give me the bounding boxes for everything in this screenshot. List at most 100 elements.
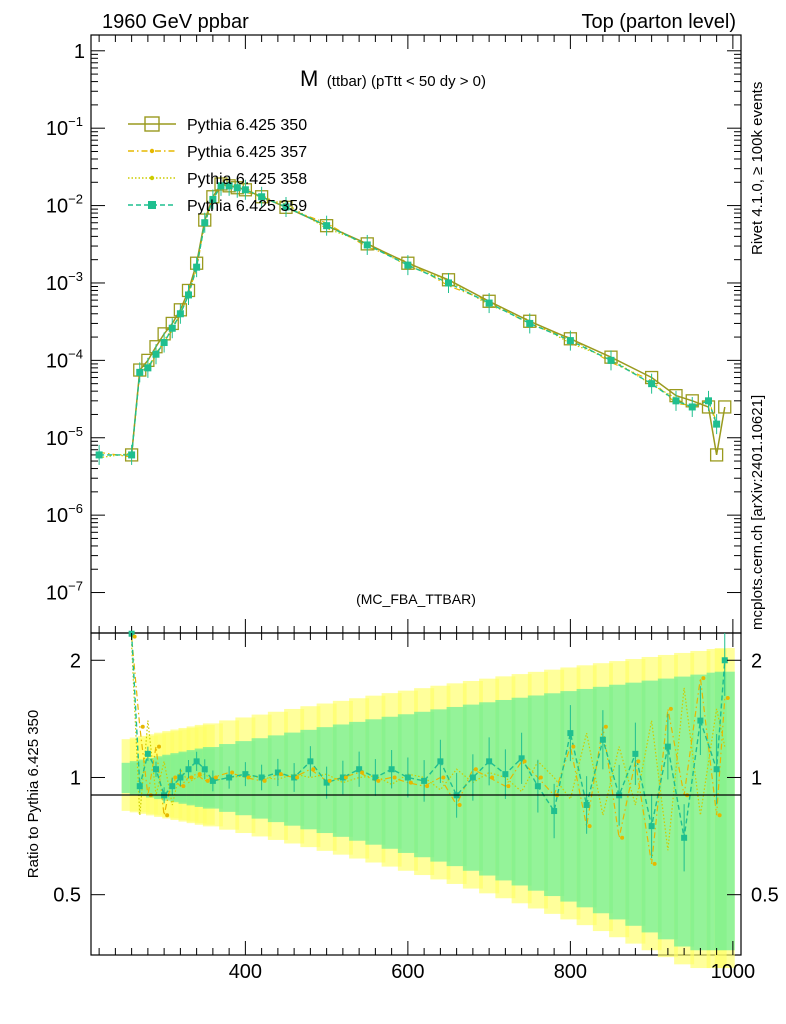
series-359-marker bbox=[136, 368, 144, 376]
ratio-357-marker bbox=[278, 772, 283, 777]
ratio-359-marker bbox=[209, 777, 216, 784]
series-359-marker bbox=[217, 182, 225, 190]
ratio-359-marker bbox=[339, 774, 346, 781]
y-tick-base: 10 bbox=[46, 118, 68, 140]
ratio-y-tick-label-right: 1 bbox=[751, 767, 762, 789]
ratio-359-marker bbox=[681, 834, 688, 841]
ratio-357-marker bbox=[189, 775, 194, 780]
ratio-359-marker bbox=[721, 657, 728, 664]
y-tick-exponent: −4 bbox=[68, 346, 83, 361]
series-359-marker bbox=[485, 299, 493, 307]
ratio-359-marker bbox=[583, 801, 590, 808]
series-359-marker bbox=[282, 203, 290, 211]
y-tick-base: 10 bbox=[46, 505, 68, 527]
ratio-357-marker bbox=[140, 724, 145, 729]
ratio-357-marker bbox=[425, 784, 430, 789]
ratio-359-marker bbox=[534, 783, 541, 790]
y-tick-exponent: −1 bbox=[68, 114, 83, 129]
ratio-panel: 0.5 0.5 1 1 2 2 400 600 800 1000 Ratio to Pythia… bbox=[25, 630, 779, 983]
main-y-axis: 110−110−210−310−410−510−610−7 bbox=[46, 41, 741, 605]
ratio-359-marker bbox=[421, 777, 428, 784]
x-tick-label: 400 bbox=[229, 961, 262, 983]
series-359-marker bbox=[363, 241, 371, 249]
ratio-359-marker bbox=[388, 766, 395, 773]
y-tick-label: 10−6 bbox=[46, 501, 83, 527]
series-359-marker bbox=[193, 263, 201, 271]
ratio-359-marker bbox=[169, 783, 176, 790]
ratio-359-marker bbox=[291, 774, 298, 781]
ratio-357-marker bbox=[636, 759, 641, 764]
ratio-y-axis: 0.5 0.5 1 1 2 2 bbox=[53, 650, 779, 906]
ratio-357-marker bbox=[668, 706, 673, 711]
ratio-357-marker bbox=[457, 802, 462, 807]
series-359-marker bbox=[128, 451, 136, 459]
ratio-band-green bbox=[657, 678, 678, 940]
series-359-marker bbox=[566, 337, 574, 345]
y-tick-exponent: −3 bbox=[68, 269, 83, 284]
ratio-band-green bbox=[479, 702, 500, 876]
ratio-series bbox=[128, 630, 730, 872]
chart-title: M (ttbar) (pTtt < 50 dy > 0) bbox=[300, 66, 486, 91]
legend-label: Pythia 6.425 357 bbox=[187, 144, 307, 161]
ratio-357-marker bbox=[246, 775, 251, 780]
ratio-y-tick-label-right: 2 bbox=[751, 650, 762, 672]
ratio-359-marker bbox=[437, 758, 444, 765]
y-tick-base: 10 bbox=[46, 196, 68, 218]
y-tick-exponent: −2 bbox=[68, 192, 83, 207]
ratio-357-marker bbox=[473, 767, 478, 772]
ratio-band-green bbox=[592, 686, 613, 914]
legend-marker bbox=[149, 175, 155, 181]
ratio-band-green bbox=[511, 697, 532, 886]
ratio-359-marker bbox=[486, 758, 493, 765]
series-359-marker bbox=[185, 291, 192, 299]
series-357-line bbox=[99, 182, 718, 458]
ratio-band-green bbox=[714, 671, 735, 951]
series-350-marker bbox=[718, 400, 732, 414]
ratio-359-marker bbox=[469, 774, 476, 781]
y-tick-exponent: −5 bbox=[68, 424, 83, 439]
series-359-marker bbox=[526, 319, 534, 327]
series-359-marker bbox=[705, 397, 712, 405]
y-tick-label: 10−7 bbox=[46, 579, 83, 605]
y-tick-base: 10 bbox=[46, 273, 68, 295]
ratio-357-marker bbox=[173, 775, 178, 780]
ratio-357-marker bbox=[522, 759, 527, 764]
ratio-357-marker bbox=[165, 813, 170, 818]
series-359-marker bbox=[160, 339, 168, 347]
series-350-marker bbox=[709, 448, 724, 462]
ratio-357-marker bbox=[327, 778, 332, 783]
series-359-marker bbox=[672, 397, 680, 405]
legend-label: Pythia 6.425 358 bbox=[187, 171, 307, 188]
ratio-357-marker bbox=[652, 861, 657, 866]
ratio-359-marker bbox=[648, 823, 655, 830]
ratio-band-green bbox=[430, 709, 451, 862]
ratio-359-marker bbox=[697, 717, 704, 724]
series-358-line bbox=[99, 183, 718, 459]
y-tick-label: 10−2 bbox=[46, 192, 83, 218]
main-series bbox=[95, 175, 732, 465]
series-359-marker bbox=[688, 403, 696, 411]
ratio-359-marker bbox=[242, 771, 249, 778]
y-tick-label: 10−5 bbox=[46, 424, 83, 450]
ratio-frame bbox=[90, 632, 742, 956]
ratio-359-marker bbox=[193, 758, 200, 765]
series-359-marker bbox=[201, 219, 209, 227]
series-359-marker bbox=[241, 186, 249, 194]
ratio-357-marker bbox=[132, 634, 137, 639]
series-359-marker bbox=[144, 364, 152, 372]
ratio-357-marker bbox=[230, 770, 235, 775]
main-panel: 1960 GeV ppbar Top (parton level) M (ttb… bbox=[46, 11, 742, 634]
ratio-359-marker bbox=[518, 755, 525, 762]
ratio-y-tick-label: 2 bbox=[70, 650, 81, 672]
series-359-marker bbox=[713, 420, 721, 428]
ratio-357-marker bbox=[490, 775, 495, 780]
legend-label: Pythia 6.425 359 bbox=[187, 198, 307, 215]
watermark: (MC_FBA_TTBAR) bbox=[356, 591, 476, 607]
ratio-series-358-line bbox=[131, 644, 726, 851]
x-tick-label: 1000 bbox=[711, 961, 756, 983]
y-tick-exponent: −7 bbox=[68, 579, 83, 594]
series-359-marker bbox=[233, 184, 241, 192]
y-tick-label: 10−4 bbox=[46, 346, 83, 372]
header-left: 1960 GeV ppbar bbox=[102, 11, 249, 33]
ratio-359-marker bbox=[664, 743, 671, 750]
